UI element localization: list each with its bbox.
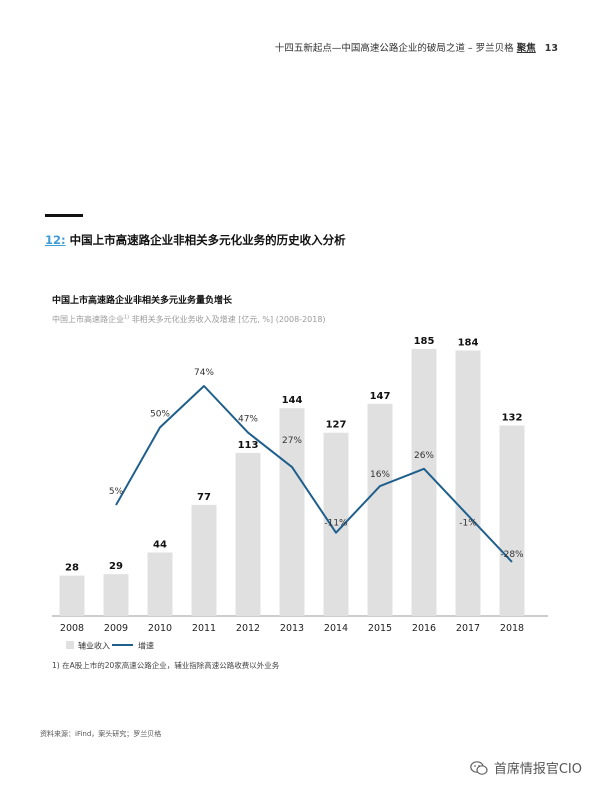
- bar-label-2012: 113: [238, 440, 259, 451]
- bar-2012: [235, 452, 261, 616]
- x-tick-2015: 2015: [368, 623, 392, 634]
- x-tick-2016: 2016: [412, 623, 436, 634]
- footnote: 1) 在A股上市的20家高速公路企业，辅业指除高速公路收费以外业务: [52, 661, 280, 670]
- legend-bar-label: 辅业收入: [78, 641, 110, 651]
- bar-label-2014: 127: [326, 420, 347, 431]
- page-header: 十四五新起点—中国高速公路企业的破局之道 – 罗兰贝格 聚焦 13: [275, 40, 558, 54]
- section-title: 12: 中国上市高速路企业非相关多元化业务的历史收入分析: [45, 232, 346, 248]
- growth-label-2016: 26%: [414, 451, 434, 461]
- bar-label-2011: 77: [197, 492, 211, 503]
- x-tick-2011: 2011: [192, 623, 216, 634]
- bar-label-2009: 29: [109, 561, 123, 572]
- bar-2011: [191, 504, 217, 616]
- x-tick-2017: 2017: [456, 623, 480, 634]
- bar-label-2013: 144: [282, 395, 303, 406]
- x-tick-2009: 2009: [104, 623, 128, 634]
- bar-label-2017: 184: [458, 337, 479, 348]
- x-tick-2012: 2012: [236, 623, 260, 634]
- growth-label-2017: -1%: [459, 518, 477, 528]
- wechat-icon: [470, 760, 488, 776]
- x-tick-2010: 2010: [148, 623, 172, 634]
- bar-label-2016: 185: [414, 336, 435, 347]
- growth-label-2013: 27%: [282, 436, 302, 446]
- bar-2008: [59, 575, 85, 616]
- chart-title: 中国上市高速路企业非相关多元业务量负增长: [52, 296, 233, 306]
- section-title-text: 中国上市高速路企业非相关多元化业务的历史收入分析: [69, 233, 346, 247]
- growth-label-2014: -11%: [324, 519, 348, 529]
- bar-2016: [411, 349, 437, 616]
- chart-subtitle-post: 非相关多元化业务收入及增速 [亿元, %] (2008-2018): [131, 315, 326, 324]
- header-focus: 聚焦: [516, 43, 536, 54]
- bar-2018: [499, 425, 525, 616]
- bar-label-2010: 44: [153, 539, 167, 550]
- bar-label-2008: 28: [65, 563, 79, 574]
- bar-label-2018: 132: [502, 412, 523, 423]
- x-tick-2018: 2018: [500, 623, 524, 634]
- source-note: 资料来源：iFind，案头研究；罗兰贝格: [40, 730, 162, 738]
- bar-2009: [103, 574, 129, 616]
- growth-label-2010: 50%: [150, 409, 170, 419]
- chart-subtitle-pre: 中国上市高速路企业: [52, 315, 124, 324]
- growth-label-2018: -28%: [500, 550, 524, 560]
- bar-2015: [367, 403, 393, 616]
- watermark-text: 首席情报官CIO: [493, 762, 582, 777]
- header-text: 十四五新起点—中国高速公路企业的破局之道 – 罗兰贝格: [274, 43, 514, 54]
- watermark: 首席情报官CIO: [470, 758, 582, 777]
- bar-label-2015: 147: [370, 391, 391, 402]
- bar-2010: [147, 552, 173, 616]
- bar-2017: [455, 350, 481, 616]
- growth-line: [115, 385, 513, 563]
- growth-label-2015: 16%: [370, 470, 390, 480]
- legend-bar-swatch: [66, 641, 74, 649]
- x-tick-2013: 2013: [280, 623, 304, 634]
- growth-label-2012: 47%: [238, 415, 258, 425]
- chart-subtitle: 中国上市高速路企业1) 非相关多元化业务收入及增速 [亿元, %] (2008-…: [52, 314, 326, 325]
- bar-2013: [279, 408, 305, 616]
- page-number: 13: [544, 43, 558, 54]
- section-number: 12:: [45, 233, 66, 247]
- section-rule: [45, 214, 83, 217]
- chart-subtitle-sup: 1): [124, 314, 130, 321]
- growth-label-2009: 5%: [109, 487, 124, 497]
- x-tick-2008: 2008: [60, 623, 84, 634]
- growth-label-2011: 74%: [194, 368, 214, 378]
- x-tick-2014: 2014: [324, 623, 348, 634]
- legend-line-label: 增速: [138, 641, 154, 651]
